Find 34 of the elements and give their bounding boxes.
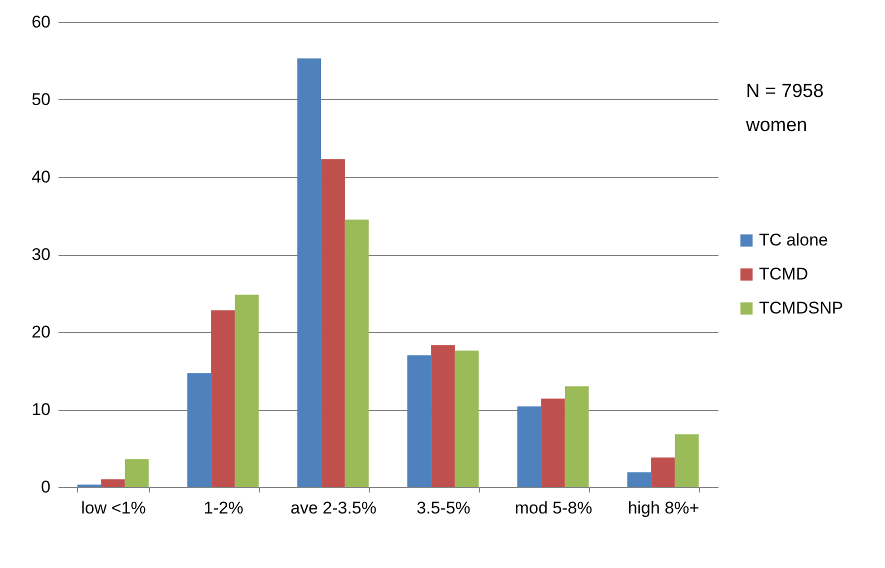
bar [674, 434, 699, 487]
bar [321, 159, 345, 487]
x-tick-label: 3.5-5% [416, 498, 470, 518]
y-tick-label: 0 [41, 478, 50, 496]
y-tick-label: 10 [32, 400, 50, 419]
bar [454, 350, 479, 487]
bar [124, 459, 149, 487]
y-tick-label: 20 [32, 322, 50, 342]
bar [517, 406, 542, 487]
x-tick-label: mod 5-8% [514, 498, 592, 518]
bar [627, 472, 652, 487]
legend-label: TCMDSNP [759, 298, 844, 318]
y-tick-label: 30 [32, 245, 50, 264]
bar [651, 458, 675, 487]
y-tick-label: 50 [32, 90, 50, 109]
x-tick-label: high 8%+ [628, 498, 700, 518]
text: N = 7958 women [745, 81, 824, 136]
bar [564, 386, 589, 487]
y-tick-label: 40 [32, 168, 50, 186]
bar [297, 58, 322, 487]
bar [407, 355, 432, 487]
bar [541, 398, 565, 487]
x-tick-label: low <1% [81, 498, 146, 518]
bar [431, 345, 455, 487]
bar [187, 373, 212, 487]
legend-label: TCMD [759, 264, 808, 284]
y-tick-label: 60 [32, 12, 50, 32]
x-tick-label: 1-2% [204, 498, 244, 518]
bar [234, 294, 259, 487]
bar [344, 220, 369, 487]
bar [101, 479, 125, 487]
x-tick-label: ave 2-3.5% [290, 498, 376, 518]
legend-label: TC alone [759, 230, 828, 250]
bar [211, 310, 235, 487]
